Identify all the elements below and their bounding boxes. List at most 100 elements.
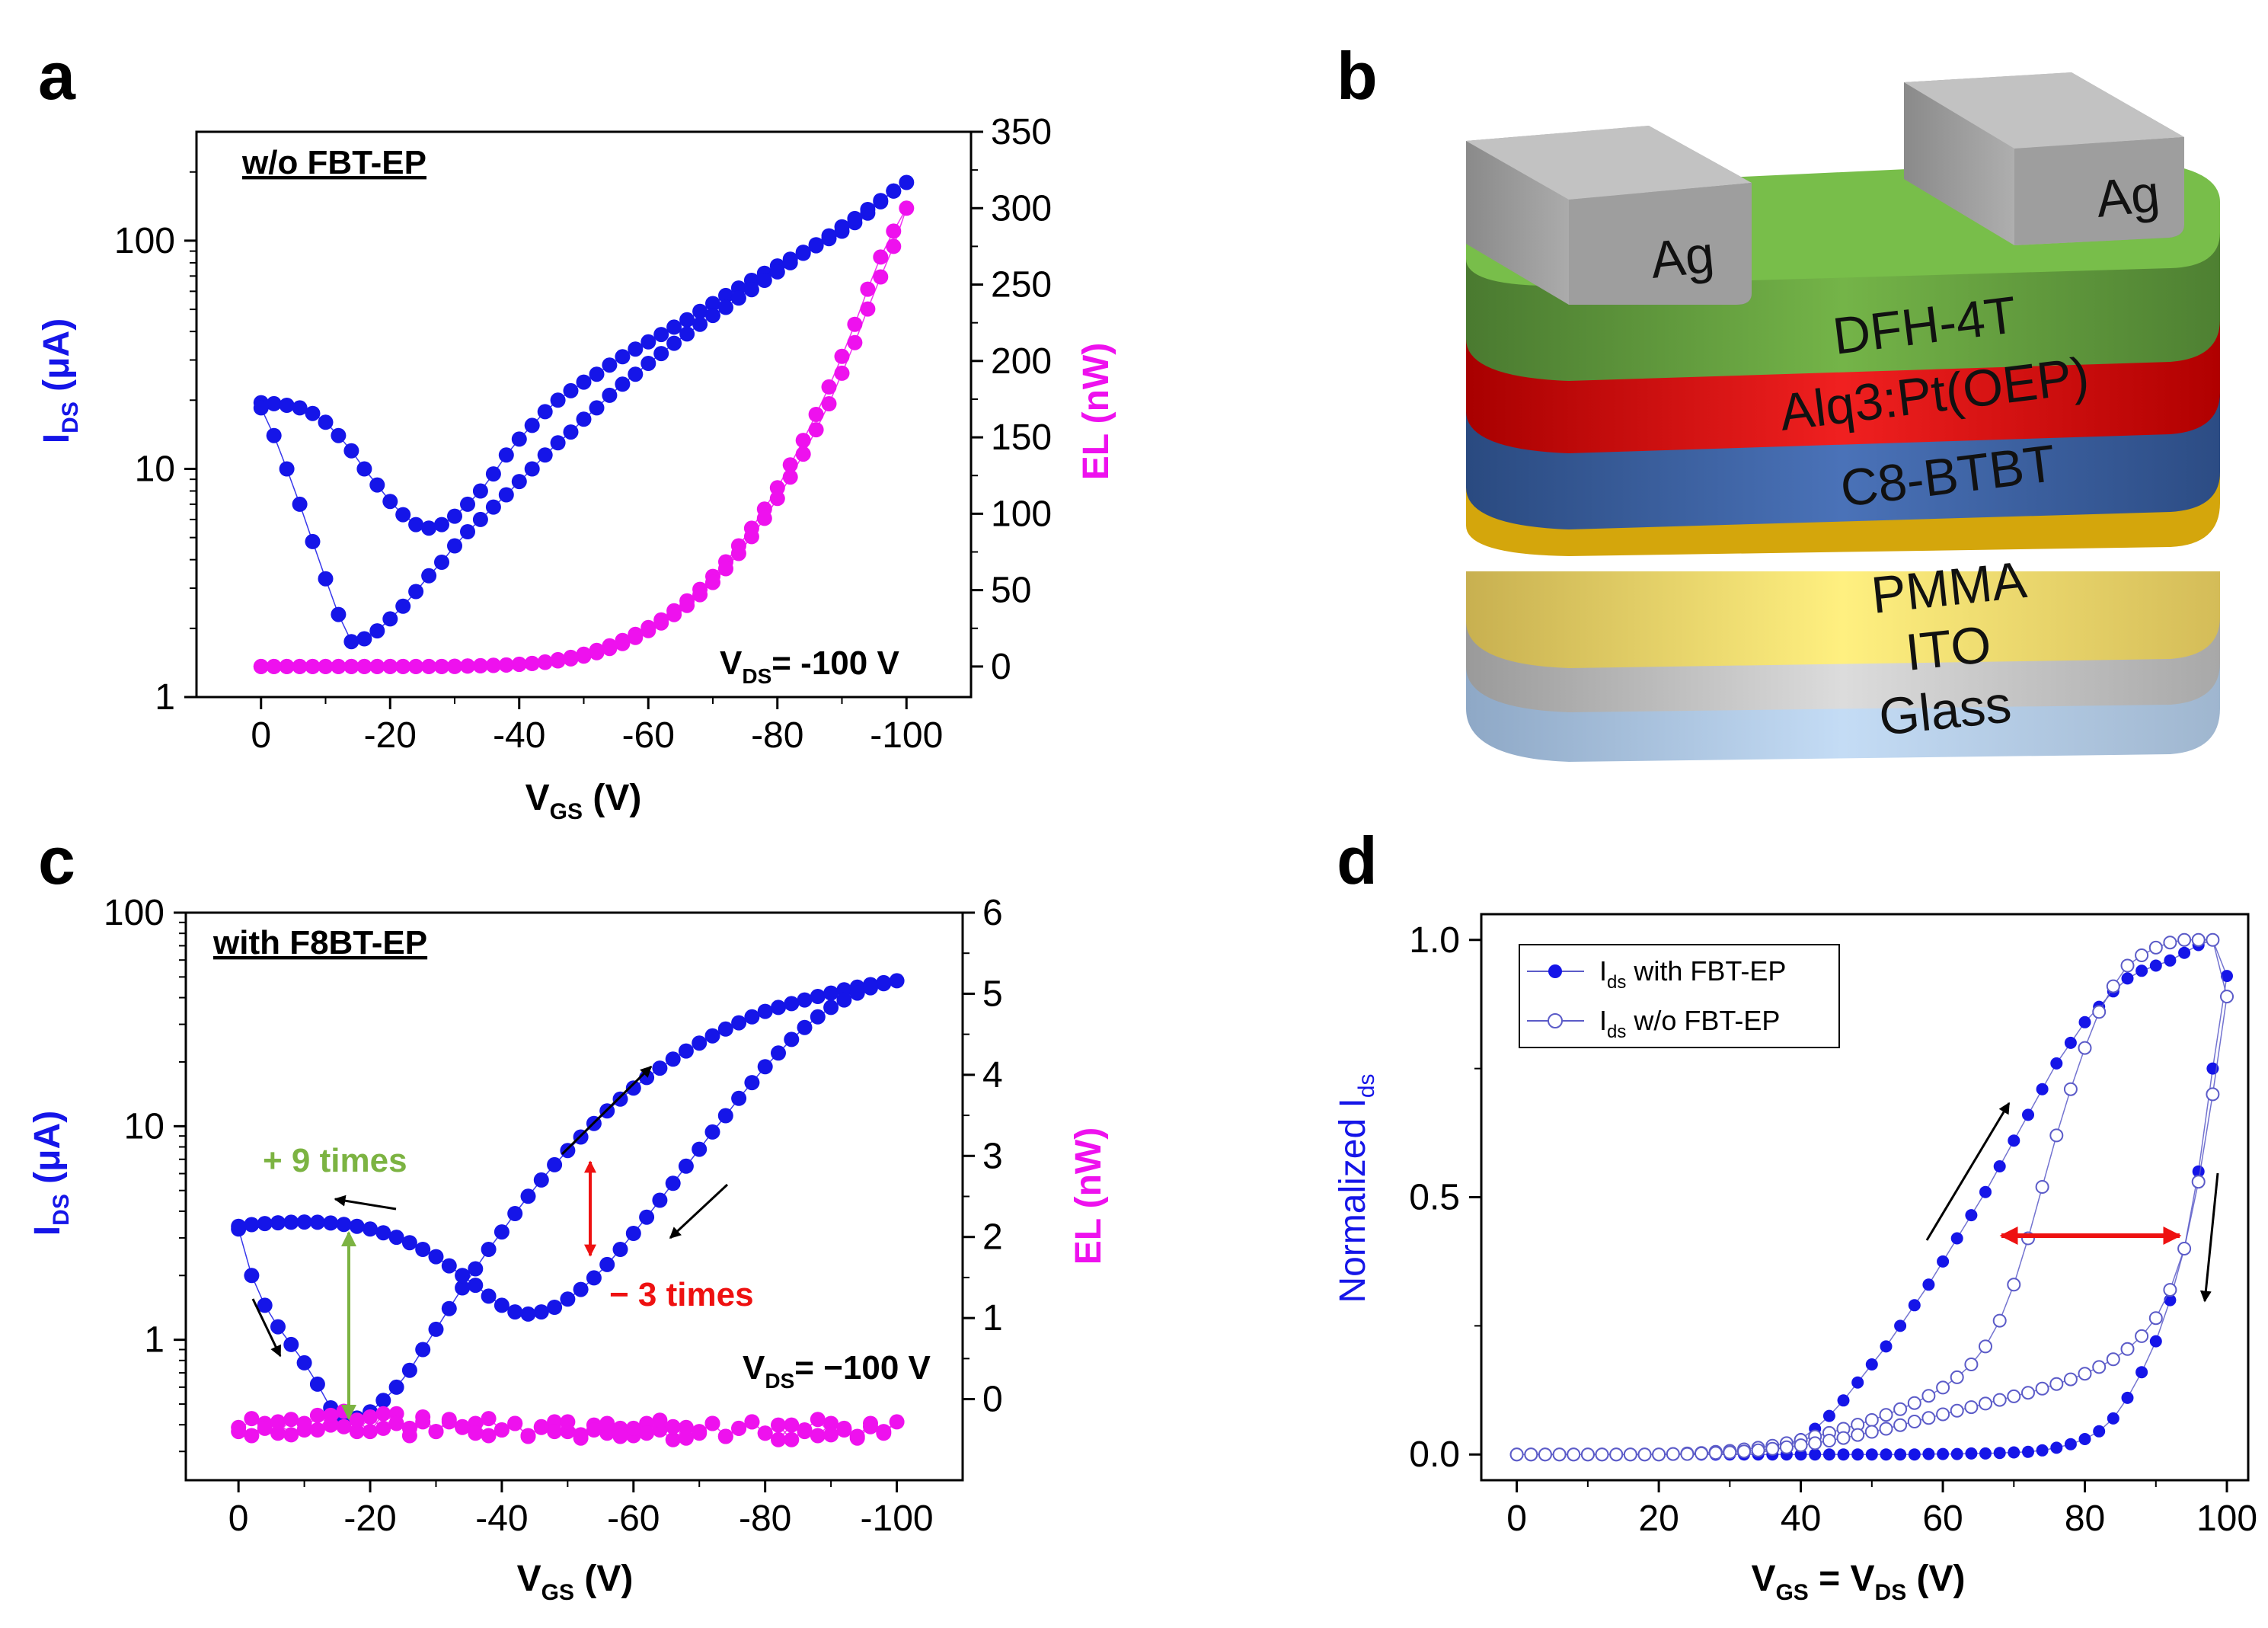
d-data-point [2007, 1278, 2021, 1292]
panel-d-ylabel: Normalized Ids [1333, 1073, 1379, 1303]
a-data-point [860, 301, 876, 317]
c-data-point [625, 1226, 641, 1241]
d-data-point [1509, 1447, 1524, 1462]
a-data-point [460, 658, 475, 674]
a-data-point [679, 326, 695, 342]
layer-label-glass: Glass [1877, 675, 2014, 747]
panel-a-chart: 0 -20 -40 -60 -80 -100 1 10 100 0 50 100 150 200 250 30… [37, 112, 1116, 824]
d-data-point [1737, 1444, 1751, 1459]
legend-marker-open [1548, 1013, 1563, 1028]
d-data-point [2221, 970, 2233, 983]
d-data-point [1680, 1447, 1695, 1461]
c-data-point [375, 1406, 391, 1422]
d-data-point [2008, 1134, 2020, 1147]
a-data-point [447, 538, 462, 554]
a-data-point [718, 287, 733, 303]
panel-c-chart: 0 -20 -40 -60 -80 -100 1 10 100 0 1 2 3 4 5 6 with F8BT… [27, 893, 1109, 1605]
c-data-point [665, 1051, 681, 1067]
d-data-point [2177, 932, 2192, 947]
c-data-point [494, 1297, 510, 1313]
a-data-point [847, 334, 863, 350]
c-data-point [323, 1215, 339, 1231]
panel-c-y2label: EL (nW) [1069, 1127, 1109, 1265]
a-data-point [834, 219, 850, 235]
c-data-point [665, 1419, 681, 1434]
c-y2tick-label: 6 [982, 893, 1003, 933]
c-data-point [363, 1409, 378, 1425]
c-xtick-label: -20 [343, 1498, 396, 1539]
a-data-point [511, 474, 527, 490]
c-data-point [244, 1428, 260, 1444]
panel-d-marks [1509, 932, 2234, 1462]
c-data-point [441, 1258, 457, 1274]
c-data-point [810, 1009, 826, 1025]
a-data-point [408, 584, 424, 600]
d-data-point [1637, 1447, 1652, 1462]
d-data-point [1865, 1448, 1878, 1461]
c-data-point [612, 1091, 628, 1107]
c-data-point [692, 1424, 708, 1440]
a-data-point [628, 366, 644, 382]
a-data-point [886, 238, 902, 254]
d-data-point [1623, 1447, 1637, 1462]
a-data-point [485, 657, 501, 673]
a-data-point [537, 654, 553, 670]
a-data-point [434, 517, 449, 533]
d-data-point [2163, 1283, 2177, 1297]
a-data-point [860, 202, 876, 217]
d-data-point [2064, 1438, 2077, 1450]
d-data-point [1908, 1448, 1921, 1461]
c-data-point [388, 1415, 404, 1431]
d-data-point [1993, 1447, 2006, 1460]
c-data-point [296, 1415, 312, 1431]
c-data-point [494, 1422, 510, 1438]
a-data-point [886, 183, 902, 199]
a-data-point [498, 487, 514, 503]
panel-c-marks [231, 973, 905, 1447]
d-data-point [1708, 1446, 1723, 1460]
d-data-point [2148, 1311, 2163, 1326]
c-data-point [678, 1043, 694, 1059]
a-xtick-label: -60 [622, 715, 675, 756]
a-data-point [434, 658, 449, 674]
c-data-point [244, 1217, 260, 1233]
d-data-point [2021, 1386, 2035, 1400]
a-data-point [343, 443, 359, 459]
c-data-point [309, 1376, 325, 1392]
d-data-point [1865, 1358, 1878, 1371]
a-data-point [743, 282, 759, 298]
c-xtick-label: -40 [475, 1498, 528, 1539]
c-data-point [244, 1268, 260, 1284]
c-data-point [704, 1028, 720, 1044]
a-data-point [331, 606, 347, 622]
panel-c-annotation: with F8BT-EP [212, 924, 427, 961]
panel-b-device-diagram: Ag Ag DFH-4T Alq3:Pt(OEP) C8-BTBT PMMA I… [1466, 72, 2220, 762]
a-data-point [640, 356, 656, 371]
d-ytick-label: 0.0 [1409, 1434, 1460, 1475]
d-data-point [2050, 1441, 2063, 1454]
a-data-point [653, 346, 669, 362]
a-data-point [615, 376, 631, 392]
a-data-point [524, 461, 540, 477]
c-data-point [441, 1414, 457, 1430]
layer-pmma [1466, 571, 2220, 668]
d-data-point [1893, 1402, 1908, 1416]
c-data-point [678, 1419, 694, 1435]
d-data-point [1979, 1396, 1992, 1411]
a-data-point [873, 193, 889, 209]
a-data-point [266, 658, 282, 674]
d-data-point [2149, 1335, 2162, 1348]
a-data-point [653, 327, 669, 343]
d-data-point [1851, 1448, 1864, 1461]
panel-letter-c: c [38, 823, 75, 898]
d-data-point [2178, 946, 2191, 959]
panel-a-xlabel: VGS (V) [525, 778, 642, 824]
a-data-point [305, 405, 321, 421]
panel-letter-d: d [1337, 823, 1378, 898]
d-data-point [1538, 1447, 1552, 1462]
c-data-point [652, 1192, 668, 1208]
d-data-point [1524, 1447, 1538, 1462]
a-data-point [421, 658, 437, 674]
c-data-point [270, 1414, 286, 1430]
panel-d-legend: Ids with FBT-EP Ids w/o FBT-EP [1519, 944, 1840, 1048]
